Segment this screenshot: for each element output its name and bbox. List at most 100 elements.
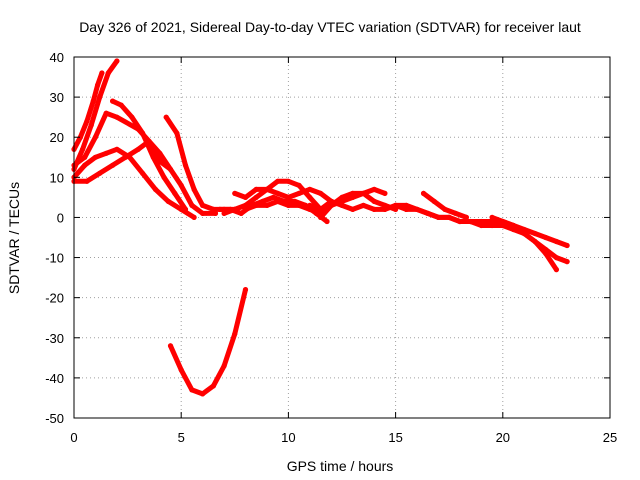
data-point [360, 202, 366, 208]
data-point [275, 190, 281, 196]
data-point [270, 194, 276, 200]
data-point [110, 162, 116, 168]
data-point [532, 238, 538, 245]
data-point [296, 182, 302, 188]
data-point [99, 70, 105, 76]
data-point [350, 206, 356, 212]
data-point [182, 206, 189, 212]
data-point [553, 267, 560, 273]
data-point [140, 170, 146, 176]
x-tick-label: 15 [388, 430, 402, 445]
series-line-arc-4 [71, 146, 197, 220]
data-point [253, 194, 259, 200]
data-point [114, 114, 120, 120]
data-point [80, 146, 86, 152]
data-point [296, 190, 302, 196]
series-line-arc-8 [168, 287, 248, 397]
data-point [242, 194, 249, 200]
data-point [88, 122, 94, 128]
data-point [103, 150, 109, 156]
data-point [118, 102, 124, 108]
grid-layer [74, 57, 610, 418]
data-point [382, 190, 388, 196]
data-point [92, 134, 98, 140]
data-point [122, 154, 129, 160]
data-point [227, 206, 234, 212]
data-point [238, 210, 244, 216]
data-point [318, 206, 324, 212]
data-point [420, 190, 427, 196]
data-point [92, 154, 98, 160]
data-point [307, 186, 313, 192]
data-point [275, 198, 281, 204]
data-point [210, 206, 216, 212]
data-point [521, 230, 527, 237]
data-point [307, 194, 313, 200]
data-point [212, 210, 219, 216]
data-point [328, 198, 334, 204]
data-point [146, 138, 152, 144]
data-point [285, 178, 291, 184]
data-point [532, 230, 538, 237]
data-point [425, 210, 431, 216]
data-point [468, 218, 474, 225]
data-point [82, 162, 88, 168]
tick-layer: 0 5 10 15 20 25 -50 -40 -30 -20 -10 0 10 20 30 40 [45, 50, 617, 445]
data-point [189, 202, 195, 208]
data-point [500, 218, 506, 225]
data-point [165, 198, 171, 204]
data-point [163, 114, 169, 120]
data-point [543, 250, 549, 257]
data-point [157, 158, 163, 164]
data-point [318, 214, 324, 220]
data-point [564, 242, 570, 249]
data-point [221, 210, 227, 216]
data-point [403, 202, 409, 208]
series-line-arc-5 [110, 98, 188, 212]
x-tick-label: 0 [70, 430, 77, 445]
data-point [253, 186, 259, 192]
y-tick-label: -20 [45, 291, 64, 306]
data-point [77, 134, 83, 140]
data-point [172, 190, 178, 196]
data-point [339, 202, 345, 208]
data-point [489, 214, 495, 220]
data-point [167, 343, 174, 349]
series-line-arc-14 [307, 198, 409, 212]
data-point [103, 110, 109, 116]
y-tick-label: 20 [50, 130, 64, 145]
data-point [360, 190, 366, 196]
data-point [140, 130, 146, 136]
x-axis-label: GPS time / hours [287, 458, 394, 474]
data-point [114, 146, 120, 152]
data-point [242, 287, 249, 293]
plot-frame [73, 56, 611, 419]
x-tick-label: 20 [496, 430, 510, 445]
data-point [339, 194, 345, 200]
data-point [97, 94, 103, 100]
chart-title: Day 326 of 2021, Sidereal Day-to-day VTE… [79, 19, 581, 35]
y-tick-label: 10 [50, 170, 64, 185]
data-point [264, 186, 270, 192]
data-point [161, 174, 167, 180]
data-point [553, 255, 560, 261]
data-point [178, 367, 184, 373]
data-point [253, 202, 259, 208]
data-point [296, 202, 302, 208]
data-point [510, 222, 517, 229]
data-point [84, 118, 90, 124]
data-point [95, 82, 101, 88]
data-point [260, 198, 266, 204]
data-point [307, 202, 313, 208]
data-point [318, 190, 324, 196]
data-point [285, 202, 291, 208]
data-point [82, 154, 88, 160]
y-tick-label: 30 [50, 90, 64, 105]
data-point [200, 391, 206, 397]
data-point [129, 114, 135, 120]
y-tick-label: 40 [50, 50, 64, 65]
data-point [200, 210, 206, 216]
data-point [152, 186, 159, 192]
y-tick-label: -50 [45, 411, 64, 426]
